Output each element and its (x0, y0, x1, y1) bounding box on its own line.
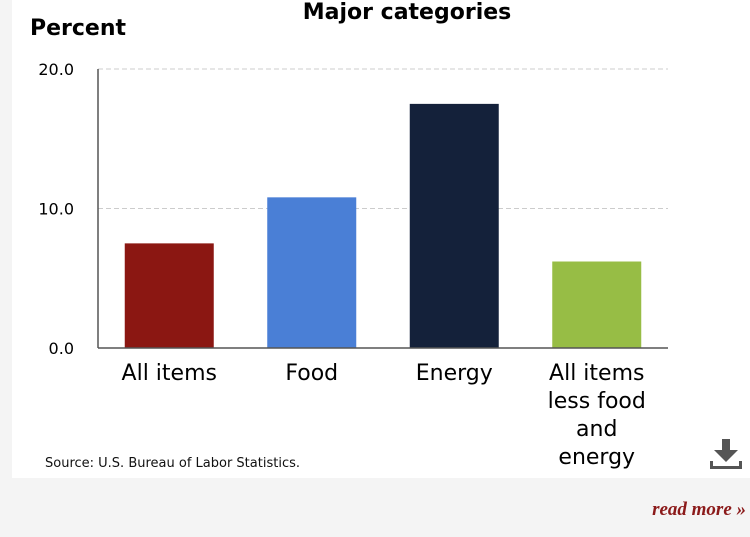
y-tick-label: 10.0 (38, 200, 74, 219)
x-tick-label: Energy (416, 361, 493, 386)
x-tick-label-line: Energy (416, 361, 493, 386)
y-tick-label: 0.0 (49, 339, 74, 358)
x-tick-label-line: Food (285, 361, 338, 386)
download-button[interactable] (706, 437, 746, 473)
y-axis-label: Percent (30, 16, 127, 41)
x-tick-label: All items less food and energy (548, 361, 646, 470)
y-tick-label: 20.0 (38, 60, 74, 79)
bar (552, 261, 642, 348)
x-tick-label-line: All items (549, 361, 644, 386)
chart-panel: Major categories Percent 0.0 10.0 20.0 All it… (12, 0, 750, 478)
x-tick-label-line: less food (548, 389, 646, 414)
source-note: Source: U.S. Bureau of Labor Statistics. (45, 456, 300, 471)
bar (409, 103, 499, 348)
download-icon (710, 439, 742, 469)
x-tick-label-line: All items (122, 361, 217, 386)
bar (267, 197, 357, 348)
bar (124, 243, 214, 348)
read-more-link[interactable]: read more » (652, 499, 746, 520)
x-tick-label: Food (285, 361, 338, 386)
x-tick-label: All items (122, 361, 217, 386)
x-tick-label-line: energy (558, 445, 635, 470)
x-tick-label-line: and (576, 417, 617, 442)
chart-title: Major categories (303, 0, 512, 25)
bar-chart: Major categories Percent 0.0 10.0 20.0 All it… (30, 0, 668, 470)
